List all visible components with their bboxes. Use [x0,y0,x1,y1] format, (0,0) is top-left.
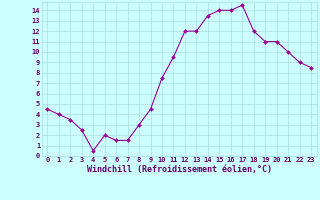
X-axis label: Windchill (Refroidissement éolien,°C): Windchill (Refroidissement éolien,°C) [87,165,272,174]
